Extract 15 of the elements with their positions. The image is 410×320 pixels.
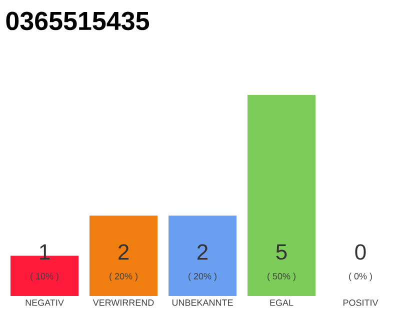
data-label: ( 10% ) xyxy=(30,272,58,282)
annotation: 0 xyxy=(355,244,366,260)
x-tick-label: POSITIV xyxy=(343,300,378,306)
x-tick-label: UNBEKANNTE xyxy=(172,300,233,306)
x-tick-label: NEGATIV xyxy=(26,300,64,306)
chart-title: 0365515435 xyxy=(6,12,150,30)
annotation: 2 xyxy=(197,244,208,260)
data-label: ( 0% ) xyxy=(349,272,372,282)
x-tick-label: VERWIRREND xyxy=(92,300,154,306)
data-label: ( 20% ) xyxy=(188,272,216,282)
x-tick-label: EGAL xyxy=(270,300,294,306)
annotation: 2 xyxy=(118,244,129,260)
annotation: 5 xyxy=(276,244,287,260)
data-label: ( 20% ) xyxy=(110,272,138,282)
data-label: ( 50% ) xyxy=(268,272,296,282)
